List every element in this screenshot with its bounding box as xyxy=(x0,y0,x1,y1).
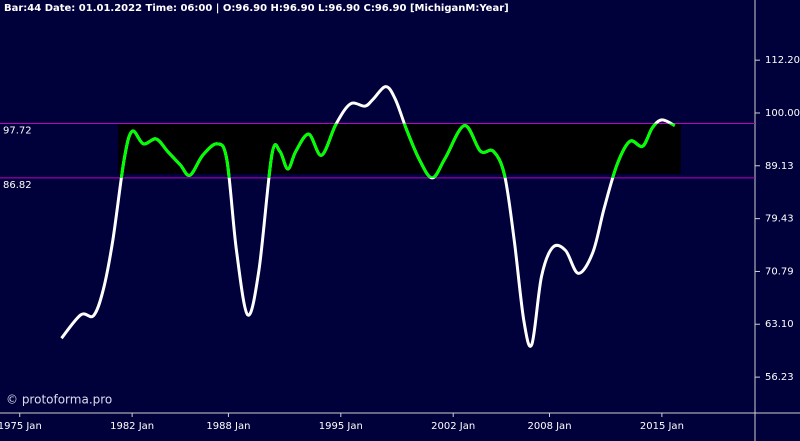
y-tick-label: 89.13 xyxy=(765,161,794,172)
line-in-band xyxy=(119,123,676,178)
watermark: © protoforma.pro xyxy=(6,393,112,407)
level-label: 97.72 xyxy=(3,126,32,137)
x-tick-label: 1995 Jan xyxy=(319,421,363,432)
y-tick-label: 63.10 xyxy=(765,319,794,330)
x-tick-label: 2008 Jan xyxy=(527,421,571,432)
info-bar: Bar:44 Date: 01.01.2022 Time: 06:00 | O:… xyxy=(4,3,509,14)
x-tick-label: 1975 Jan xyxy=(0,421,42,432)
level-label: 86.82 xyxy=(3,180,32,191)
x-tick-label: 1982 Jan xyxy=(110,421,154,432)
y-tick-label: 79.43 xyxy=(765,214,794,225)
band-box xyxy=(118,123,681,174)
x-tick-label: 2015 Jan xyxy=(640,421,684,432)
x-tick-label: 2002 Jan xyxy=(431,421,475,432)
x-tick-label: 1988 Jan xyxy=(206,421,250,432)
y-tick-label: 112.20 xyxy=(765,55,800,66)
y-tick-label: 70.79 xyxy=(765,266,794,277)
y-tick-label: 56.23 xyxy=(765,372,794,383)
y-tick-label: 100.00 xyxy=(765,108,800,119)
